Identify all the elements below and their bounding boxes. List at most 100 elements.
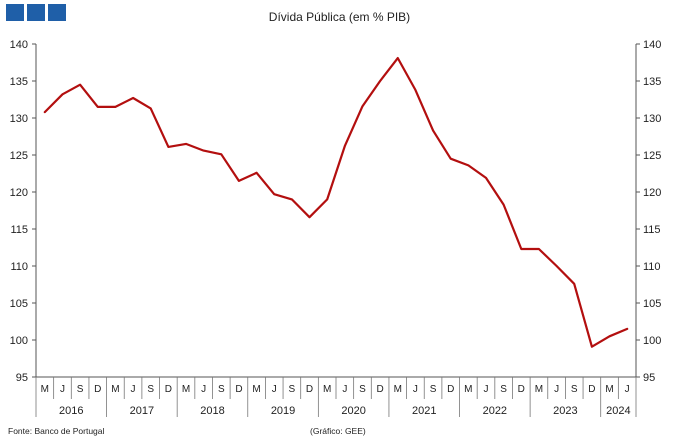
y-tick-label-left: 135 xyxy=(10,76,28,88)
data-point xyxy=(79,83,81,86)
x-tick-label: D xyxy=(94,384,101,395)
data-point xyxy=(273,193,276,195)
y-tick-label-right: 95 xyxy=(643,372,655,384)
data-point xyxy=(132,97,134,99)
data-point xyxy=(485,177,487,179)
data-point xyxy=(114,106,117,108)
y-tick-label-left: 140 xyxy=(10,39,28,51)
chart-marks xyxy=(43,56,629,348)
x-tick-label: J xyxy=(554,384,559,395)
data-point xyxy=(220,153,223,156)
year-label: 2020 xyxy=(341,405,365,417)
y-tick-label-left: 130 xyxy=(10,113,28,125)
logo-block xyxy=(48,4,66,21)
data-point xyxy=(185,143,187,145)
chart-credit: (Gráfico: GEE) xyxy=(310,426,366,436)
y-tick-label-right: 125 xyxy=(643,150,661,162)
logo-block xyxy=(6,4,24,21)
y-tick-label-right: 105 xyxy=(643,298,661,310)
data-point xyxy=(308,216,311,218)
year-label: 2023 xyxy=(553,405,577,417)
data-point xyxy=(326,198,329,201)
x-tick-label: D xyxy=(306,384,313,395)
x-tick-label: M xyxy=(605,384,613,395)
series-line-debt xyxy=(43,56,629,348)
x-tick-label: M xyxy=(323,384,331,395)
x-tick-label: M xyxy=(111,384,119,395)
x-tick-label: J xyxy=(131,384,136,395)
x-tick-label: J xyxy=(342,384,347,395)
x-tick-label: D xyxy=(165,384,172,395)
data-point xyxy=(202,149,205,152)
data-point xyxy=(626,328,628,330)
data-point xyxy=(432,129,434,132)
x-tick-label: M xyxy=(252,384,260,395)
x-tick-label: M xyxy=(464,384,472,395)
data-point xyxy=(379,80,381,82)
x-tick-label: S xyxy=(289,384,296,395)
data-point xyxy=(361,105,364,107)
y-tick-label-right: 140 xyxy=(643,39,661,51)
data-point xyxy=(238,180,240,182)
logo-block xyxy=(27,4,45,21)
x-tick-label: S xyxy=(359,384,366,395)
x-tick-label: S xyxy=(500,384,507,395)
x-tick-label: M xyxy=(394,384,402,395)
x-tick-label: J xyxy=(201,384,206,395)
data-point xyxy=(255,172,258,174)
chart-title: Dívida Pública (em % PIB) xyxy=(268,10,411,24)
data-point xyxy=(149,107,152,110)
brand-logo xyxy=(6,4,66,21)
year-label: 2019 xyxy=(271,405,295,417)
y-tick-label-right: 120 xyxy=(643,187,661,199)
year-label: 2022 xyxy=(483,405,507,417)
y-tick-label-right: 100 xyxy=(643,335,661,347)
x-tick-label: D xyxy=(518,384,525,395)
y-tick-label-right: 130 xyxy=(643,113,661,125)
y-tick-label-left: 100 xyxy=(10,335,28,347)
y-tick-label-left: 105 xyxy=(10,298,28,310)
data-point xyxy=(44,111,46,113)
data-point xyxy=(167,146,170,148)
y-tick-label-right: 135 xyxy=(643,76,661,88)
data-point xyxy=(520,248,523,250)
x-tick-label: S xyxy=(77,384,84,395)
year-label: 2017 xyxy=(130,405,154,417)
year-label: 2024 xyxy=(606,405,630,417)
x-tick-label: S xyxy=(147,384,154,395)
x-tick-label: D xyxy=(588,384,595,395)
year-label: 2016 xyxy=(59,405,83,417)
y-tick-label-left: 110 xyxy=(10,261,28,273)
data-point xyxy=(591,345,593,348)
data-point xyxy=(397,57,399,59)
data-point xyxy=(291,198,293,201)
x-tick-label: S xyxy=(571,384,578,395)
x-tick-label: M xyxy=(535,384,543,395)
x-tick-label: D xyxy=(377,384,384,395)
y-tick-label-left: 115 xyxy=(10,224,28,236)
x-tick-label: J xyxy=(625,384,630,395)
x-tick-label: J xyxy=(484,384,489,395)
data-point xyxy=(555,265,558,267)
x-tick-label: D xyxy=(447,384,454,395)
data-point xyxy=(449,157,452,160)
y-tick-label-left: 120 xyxy=(10,187,28,199)
data-point xyxy=(538,248,540,250)
data-point xyxy=(414,89,417,91)
x-tick-label: S xyxy=(430,384,437,395)
year-label: 2018 xyxy=(200,405,224,417)
chart-axes: 95 95 100 100 105 105 110 110 115 115 120 120 125 125… xyxy=(10,39,661,417)
y-tick-label-left: 125 xyxy=(10,150,28,162)
y-tick-label-right: 110 xyxy=(643,261,661,273)
y-tick-label-left: 95 xyxy=(16,372,28,384)
y-tick-label-right: 115 xyxy=(643,224,661,236)
x-tick-label: J xyxy=(272,384,277,395)
x-tick-label: J xyxy=(60,384,65,395)
data-point xyxy=(97,106,99,108)
source-note: Fonte: Banco de Portugal xyxy=(8,426,105,436)
data-point xyxy=(502,203,505,206)
x-tick-label: D xyxy=(235,384,242,395)
data-point xyxy=(573,283,575,285)
x-tick-label: J xyxy=(413,384,418,395)
